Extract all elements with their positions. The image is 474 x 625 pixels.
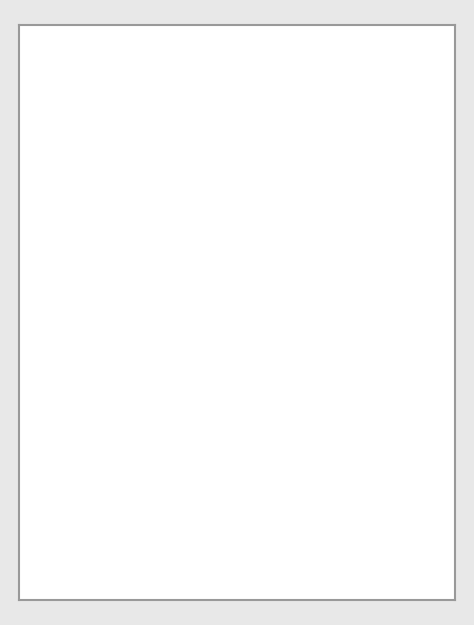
Line: Serum 1: Serum 1 <box>184 323 293 490</box>
Serum 2 <box>252 410 258 418</box>
Serum 6 <box>321 327 327 334</box>
Legend: Reference Standard, Serum 1, Serum 2, Serum 3, Serum 4, Serum 5, Serum 6: Reference Standard, Serum 1, Serum 2, Se… <box>91 206 244 320</box>
Serum 3 <box>321 270 327 278</box>
Serum 6 <box>218 483 224 491</box>
Serum 4 <box>218 494 224 501</box>
Line: Serum 2: Serum 2 <box>184 336 293 531</box>
Reference Standard <box>390 283 395 291</box>
Reference Standard <box>356 346 361 353</box>
Serum 2 <box>287 336 293 343</box>
Serum 4 <box>321 336 327 343</box>
Line: Reference Standard: Reference Standard <box>252 284 395 520</box>
Serum 6 <box>252 432 258 439</box>
Serum 3 <box>218 451 224 459</box>
Serum 1 <box>287 322 293 330</box>
Line: Serum 3: Serum 3 <box>218 271 327 458</box>
Line: Serum 6: Serum 6 <box>218 328 327 490</box>
Serum 1 <box>252 384 258 391</box>
Serum 6 <box>287 384 293 391</box>
Reference Standard <box>321 404 327 411</box>
Serum 5 <box>287 368 293 375</box>
X-axis label: Log 1/DF: Log 1/DF <box>225 581 287 594</box>
Serum 2 <box>218 471 224 478</box>
Serum 3 <box>287 333 293 341</box>
Serum 5 <box>321 305 327 312</box>
Serum 1 <box>218 437 224 444</box>
Serum 5 <box>218 468 224 476</box>
Line: Serum 5: Serum 5 <box>218 306 327 475</box>
Serum 3 <box>252 393 258 401</box>
Serum 2 <box>184 524 190 531</box>
Reference Standard <box>287 462 293 470</box>
Line: Serum 4: Serum 4 <box>218 336 327 501</box>
Serum 5 <box>252 417 258 424</box>
Serum 4 <box>252 445 258 452</box>
Reference Standard <box>252 513 258 521</box>
Y-axis label: Log Concentration [ng/mL]: Log Concentration [ng/mL] <box>32 282 46 468</box>
Serum 1 <box>184 483 190 491</box>
Serum 4 <box>287 393 293 401</box>
